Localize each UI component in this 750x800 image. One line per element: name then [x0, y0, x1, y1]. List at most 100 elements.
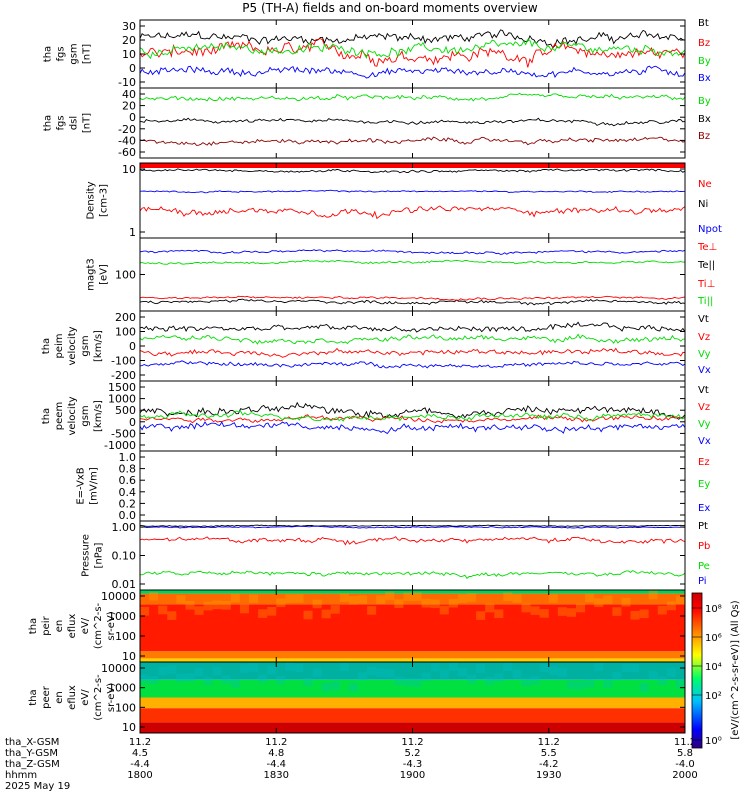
y-axis-label: en	[54, 691, 65, 704]
spectrogram-cell	[140, 674, 150, 684]
y-axis-label: sr-eV)	[106, 683, 117, 712]
y-tick-label: 1.0	[119, 451, 137, 464]
spectrogram-cell	[548, 666, 558, 675]
spectrogram-cell	[230, 593, 240, 603]
series-line-Vx	[139, 360, 686, 369]
spectrogram-cell	[648, 590, 658, 600]
spectrogram-cell	[476, 664, 486, 673]
y-tick-label: 10	[122, 163, 136, 176]
spectrogram-cell	[494, 673, 504, 682]
y-tick-label: 0.6	[119, 474, 137, 487]
y-axis-label: [nT]	[82, 44, 93, 64]
spectrogram-cell	[403, 677, 413, 687]
spectrogram-cell	[539, 663, 549, 673]
spectrogram-cell	[467, 675, 477, 684]
panel-7: 1.00.80.60.40.20.0 E=-VxB [mV/m] Ez Ey Ex	[76, 450, 710, 522]
y-axis-label: eV/	[80, 617, 91, 634]
spectrogram-cell	[312, 668, 322, 677]
y-axis-label: tha	[43, 46, 54, 62]
spectrogram-cell	[521, 677, 531, 687]
spectrogram-cell	[185, 673, 195, 682]
spectrogram-cell	[557, 607, 567, 616]
x-axis-value: 11.2	[674, 737, 696, 748]
spectrogram-cell	[448, 662, 458, 671]
y-tick-label: 0.4	[119, 486, 137, 499]
panel-5: 200 1000 -100-200 tha peim velocity gsm [km/s] V…	[41, 310, 711, 382]
spectrogram-ions	[140, 590, 685, 662]
spectrogram-cell	[666, 601, 676, 611]
spectrogram-cell	[503, 662, 513, 672]
panel-10: 10000 1000 100 10 tha peer en eflux eV/(cm^2-s-s…	[28, 661, 686, 734]
y-tick-label: 1000	[108, 393, 136, 406]
x-axis-value: 11.2	[265, 737, 287, 748]
y-axis-label: gsm	[80, 405, 91, 426]
colorbar: 10⁸ 10⁶ 10⁴ 10² 10⁰ [eV/(cm^2-s-sr-eV)] (All …	[691, 592, 741, 749]
y-axis-label: peem	[54, 402, 65, 430]
series-line-Vy	[139, 410, 686, 422]
y-axis-label: gsm	[69, 43, 80, 64]
y-axis-label: tha	[28, 689, 39, 705]
legend-entry: Pi	[698, 576, 707, 587]
colorbar-tick-label: 10⁴	[705, 662, 722, 673]
spectrogram-cell	[348, 682, 358, 692]
spectrogram-cell	[221, 675, 231, 684]
spectrogram-cell	[675, 679, 685, 688]
spectrogram-cell	[403, 592, 413, 601]
x-axis-value: 2000	[672, 770, 697, 781]
spectrogram-cell	[585, 678, 595, 688]
series-line-Vz	[139, 414, 686, 424]
y-tick-label: 10	[122, 721, 136, 734]
legend-entry: Bz	[698, 38, 710, 49]
panel-frame	[139, 310, 686, 382]
y-tick-label: 0	[129, 111, 136, 124]
legend-entry: Vy	[698, 419, 711, 430]
series-line-Npot	[140, 189, 686, 194]
x-axis-value: 11.2	[538, 737, 560, 748]
spectrogram-cell	[158, 666, 168, 676]
spectrogram-cell	[448, 598, 458, 608]
spectrogram-cell	[367, 606, 377, 615]
y-tick-label: 10	[122, 48, 136, 61]
y-axis-label: peim	[54, 333, 65, 358]
spectrogram-cell	[194, 667, 204, 677]
spectrogram-cell	[212, 600, 222, 610]
x-axis-value: -4.2	[539, 759, 559, 770]
panel-3: 10 1 Density [cm-3] Ne Ni Npot	[86, 162, 722, 239]
spectrogram-cell	[585, 593, 595, 603]
series-line-Bx	[139, 117, 686, 127]
spectrogram-cell	[666, 668, 676, 677]
y-tick-label: 1.00	[112, 521, 137, 534]
spectrogram-cell	[376, 668, 386, 678]
spectrogram-cell	[221, 601, 231, 610]
spectrogram-cell	[467, 593, 477, 602]
spectrogram-cell	[203, 676, 213, 686]
y-axis-label: [nPa]	[94, 542, 105, 568]
x-axis-value: -4.4	[266, 759, 286, 770]
spectrogram-cell	[330, 681, 340, 690]
spectrogram-cell	[149, 675, 159, 685]
y-tick-label: 200	[115, 311, 136, 324]
panel-9: 10000 1000 100 10 tha peir en eflux eV/(cm^2-s-s…	[28, 589, 686, 663]
x-axis-value: 11.2	[401, 737, 423, 748]
spectrogram-cell	[394, 676, 404, 686]
spectrogram-cell	[521, 603, 531, 613]
panel-8: 1.00 0.10 0.01 Pressure [nPa] Pt Pb Pe Pi	[81, 520, 710, 591]
spectrogram-cell	[339, 662, 349, 671]
y-tick-label: 20	[122, 100, 136, 113]
spectrogram-cell	[321, 682, 331, 692]
spectrogram-cell	[439, 605, 449, 615]
spectrogram-cell	[612, 671, 622, 681]
series-line-Vy	[139, 333, 686, 345]
spectrogram-cell	[239, 664, 249, 673]
spectrogram-cell	[430, 599, 440, 609]
y-axis-label: en	[54, 620, 65, 633]
legend-entry: Pb	[698, 541, 710, 552]
legend-entry: Vt	[698, 314, 709, 325]
spectrogram-cell	[512, 669, 522, 679]
spectrogram-cell	[457, 594, 467, 603]
y-tick-label: 1500	[108, 381, 136, 394]
colorbar-label: [eV/(cm^2-s-sr-eV)] (All Qs)	[730, 600, 741, 739]
